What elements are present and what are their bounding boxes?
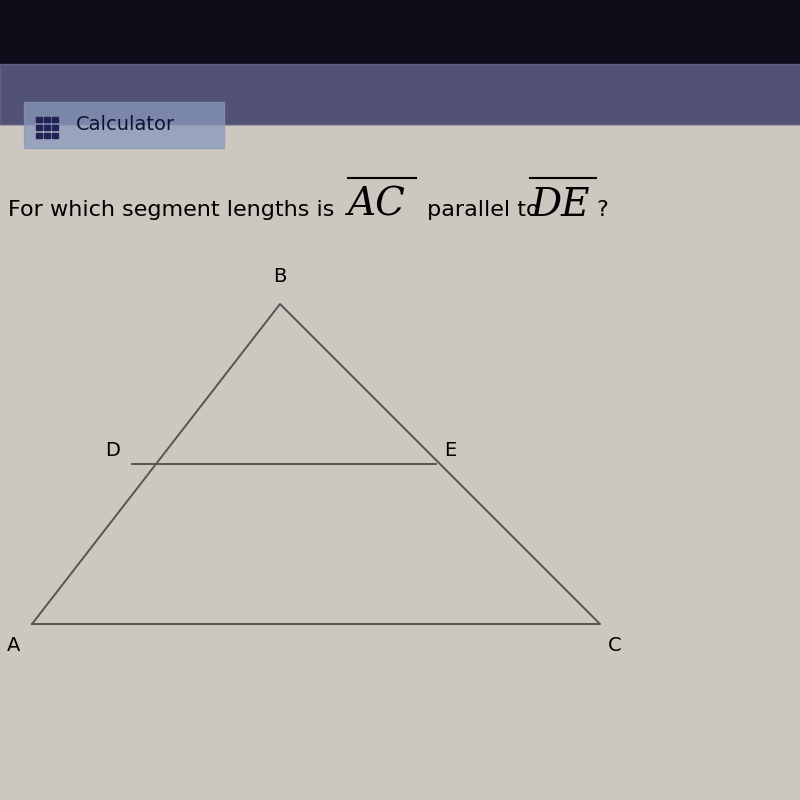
Bar xyxy=(44,133,50,138)
Bar xyxy=(0,0,800,124)
Text: parallel to: parallel to xyxy=(420,200,546,220)
Text: Calculator: Calculator xyxy=(76,115,175,134)
Bar xyxy=(36,133,42,138)
Bar xyxy=(52,117,58,122)
Text: A: A xyxy=(6,636,20,655)
Text: E: E xyxy=(444,441,456,460)
Bar xyxy=(52,133,58,138)
Bar xyxy=(24,102,224,148)
Text: D: D xyxy=(105,441,120,460)
Text: For which segment lengths is: For which segment lengths is xyxy=(8,200,342,220)
Text: B: B xyxy=(274,267,286,286)
Bar xyxy=(52,125,58,130)
Bar xyxy=(44,125,50,130)
Bar xyxy=(0,64,800,124)
Bar xyxy=(36,117,42,122)
Text: DE: DE xyxy=(530,187,590,224)
Text: ?: ? xyxy=(597,200,609,220)
Bar xyxy=(44,117,50,122)
Bar xyxy=(36,125,42,130)
Text: C: C xyxy=(608,636,622,655)
Text: AC: AC xyxy=(348,187,406,224)
